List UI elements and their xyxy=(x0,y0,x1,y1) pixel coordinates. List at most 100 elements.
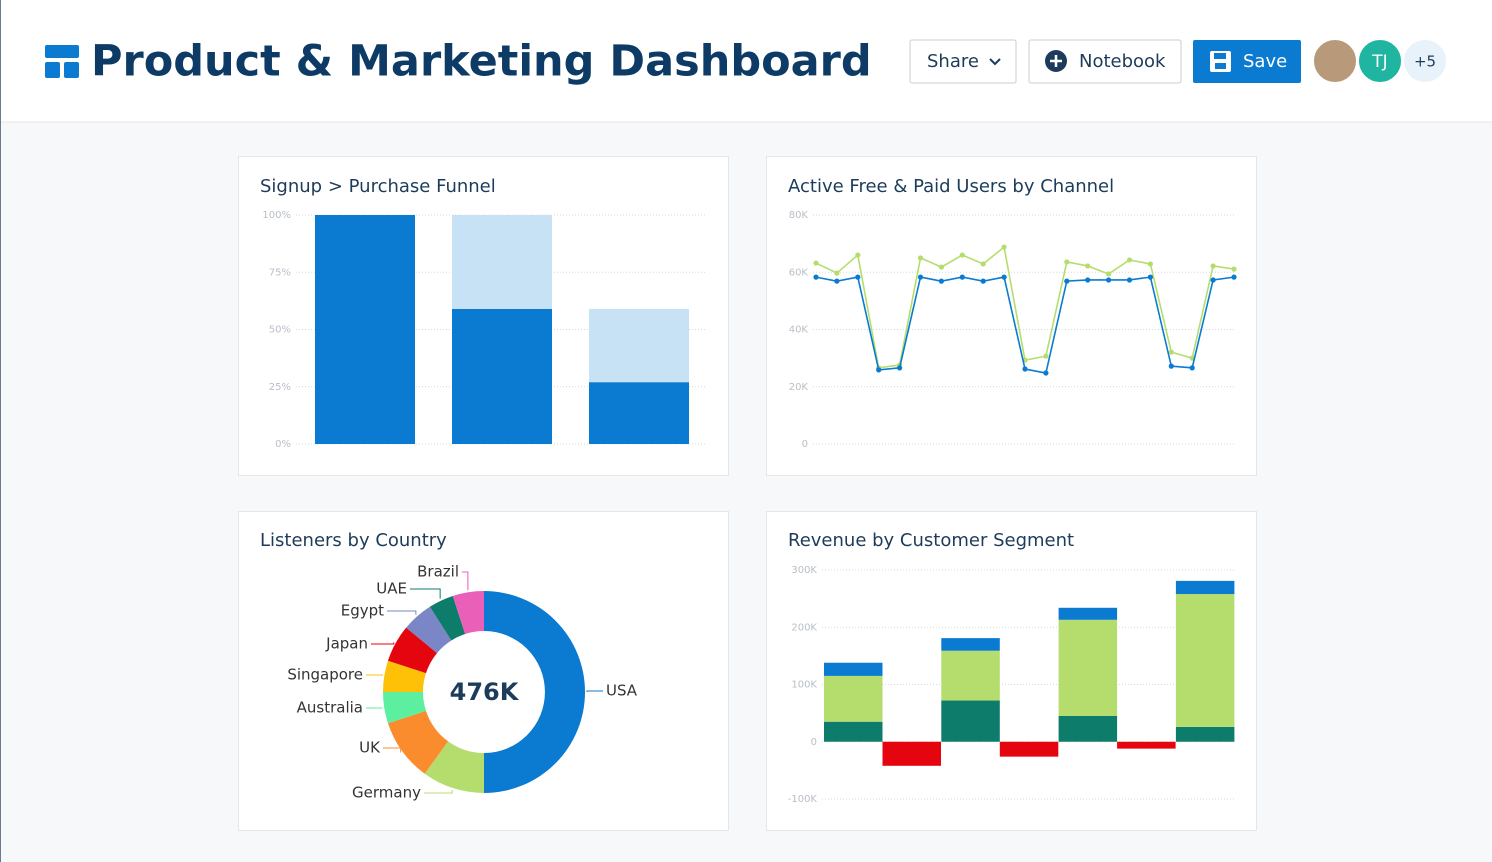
leader-line xyxy=(383,747,402,753)
y-tick-label: 100% xyxy=(262,210,291,221)
bar-segment xyxy=(941,638,1000,651)
point xyxy=(1147,274,1153,280)
slice-label: Brazil xyxy=(417,563,459,581)
point xyxy=(1231,274,1237,280)
bar-segment xyxy=(452,308,552,444)
leader-line xyxy=(371,642,395,645)
avatar-photo[interactable] xyxy=(1312,38,1358,84)
y-tick-label: 300K xyxy=(791,565,817,576)
leader-line xyxy=(387,610,417,615)
more-count: +5 xyxy=(1414,53,1436,71)
point xyxy=(1064,278,1070,284)
slice-label: Japan xyxy=(325,635,368,653)
chart-title: Listeners by Country xyxy=(260,530,447,551)
point xyxy=(1210,263,1216,269)
point xyxy=(959,274,965,280)
slice-label: Singapore xyxy=(287,666,363,684)
bar-segment xyxy=(589,308,689,383)
slice-label: USA xyxy=(606,682,638,700)
y-tick-label: 200K xyxy=(791,622,817,633)
point xyxy=(834,270,840,276)
bar-segment xyxy=(452,215,552,309)
button-label: Share xyxy=(927,51,979,72)
slice-label: Germany xyxy=(352,784,421,802)
bar-segment xyxy=(941,700,1000,742)
bar-segment xyxy=(1175,580,1235,595)
leader-line xyxy=(462,571,469,591)
slice-label: UK xyxy=(359,739,381,757)
point xyxy=(834,278,840,284)
donut-segment xyxy=(387,627,437,674)
point xyxy=(1126,257,1133,263)
donut-segment xyxy=(484,591,585,793)
center-label: 476K xyxy=(450,678,520,706)
donut-segment xyxy=(383,660,426,692)
y-tick-label: 40K xyxy=(789,325,809,336)
y-tick-label: 25% xyxy=(269,382,291,393)
bar-segment xyxy=(589,382,689,444)
donut-segment xyxy=(387,710,449,774)
y-tick-label: 100K xyxy=(791,680,817,691)
donut-segment xyxy=(406,606,452,654)
point xyxy=(1064,259,1070,265)
bar-segment xyxy=(941,650,1000,701)
bar-segment xyxy=(1058,607,1118,620)
point xyxy=(1147,261,1153,267)
point xyxy=(855,274,861,280)
point xyxy=(1043,353,1049,359)
point xyxy=(1189,365,1195,371)
y-tick-label: 80K xyxy=(789,210,809,221)
button-label: Notebook xyxy=(1079,51,1166,72)
point xyxy=(917,255,924,261)
bar-segment xyxy=(824,675,883,722)
bar-segment xyxy=(999,741,1059,757)
point xyxy=(1168,349,1174,355)
chart-title: Signup > Purchase Funnel xyxy=(260,176,496,197)
point xyxy=(1001,274,1007,280)
point xyxy=(1106,277,1112,283)
y-tick-label: 50% xyxy=(269,325,291,336)
y-tick-label: 20K xyxy=(789,382,809,393)
notebook-button[interactable]: Notebook xyxy=(1028,39,1182,84)
point xyxy=(1085,277,1091,283)
y-tick-label: 0 xyxy=(802,439,808,450)
bar-segment xyxy=(1058,715,1118,742)
more-avatars[interactable] xyxy=(1402,38,1448,84)
point xyxy=(876,367,882,373)
slice-label: UAE xyxy=(376,580,407,598)
donut-segment xyxy=(424,741,484,793)
bar-segment xyxy=(315,215,415,444)
point xyxy=(980,261,986,267)
logo xyxy=(45,45,79,78)
point xyxy=(855,252,861,258)
bar-segment xyxy=(1175,594,1235,727)
point xyxy=(1106,271,1112,277)
point xyxy=(1126,277,1133,283)
point xyxy=(1231,266,1237,272)
point xyxy=(938,278,945,284)
point xyxy=(1022,366,1028,372)
donut-segment xyxy=(429,595,466,641)
slice-label: Australia xyxy=(297,699,363,717)
save-button[interactable]: Save xyxy=(1193,40,1301,83)
leader-line xyxy=(586,690,603,692)
point xyxy=(813,260,819,266)
bar-segment xyxy=(882,741,941,766)
y-tick-label: -100K xyxy=(788,794,818,805)
point xyxy=(1085,263,1091,269)
point xyxy=(1210,277,1216,283)
donut-segment xyxy=(382,692,426,724)
point xyxy=(938,264,945,270)
point xyxy=(1043,370,1049,376)
leader-line xyxy=(424,789,453,794)
avatar-initials: TJ xyxy=(1371,52,1387,72)
y-tick-label: 0 xyxy=(811,737,817,748)
y-tick-label: 0% xyxy=(275,439,291,450)
page-title: Product & Marketing Dashboard xyxy=(91,37,872,87)
chart-title: Active Free & Paid Users by Channel xyxy=(788,176,1114,197)
slice-label: Egypt xyxy=(341,602,384,620)
share-button[interactable]: Share xyxy=(909,39,1017,84)
bar-segment xyxy=(1117,741,1176,749)
point xyxy=(959,252,965,258)
